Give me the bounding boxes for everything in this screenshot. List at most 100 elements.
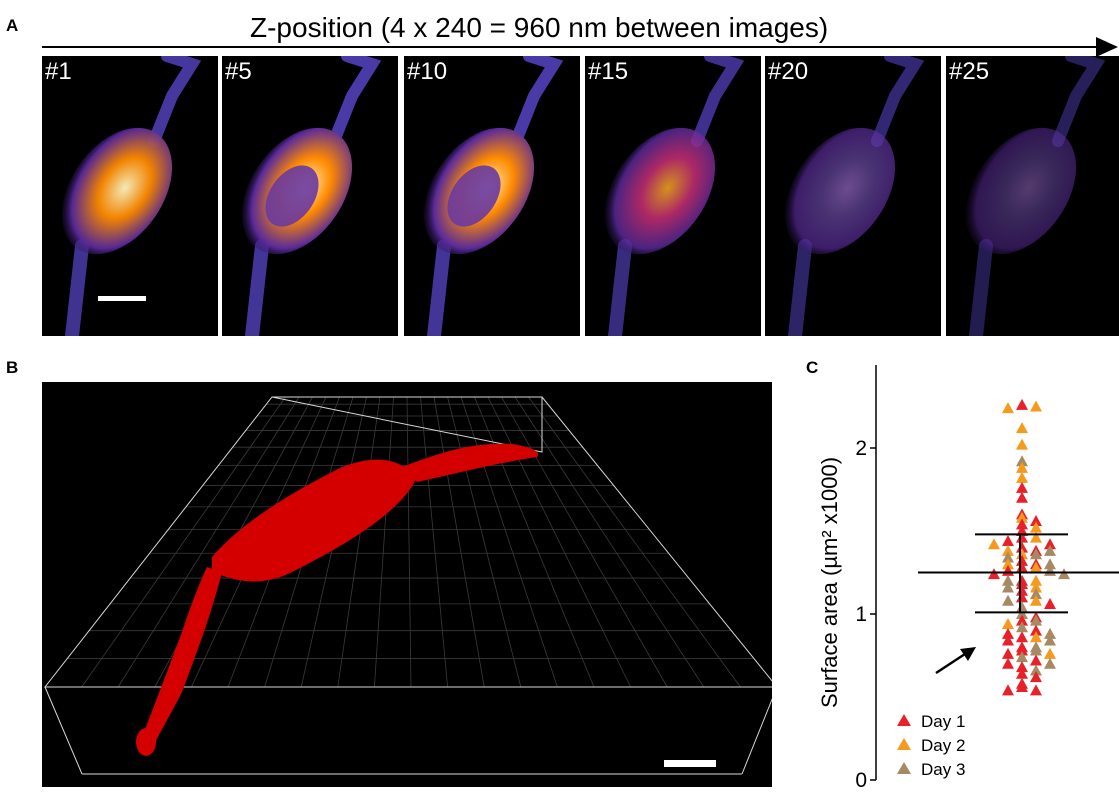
data-point (1002, 574, 1014, 586)
data-point (1030, 671, 1042, 683)
scale-bar (664, 760, 716, 767)
data-point (1002, 402, 1014, 414)
data-point (1016, 614, 1028, 626)
data-point (1002, 634, 1014, 646)
legend-marker (897, 738, 911, 750)
data-point (1002, 534, 1014, 546)
panel-c-chart: 0 1 2 Surface area (µm² x1000) Day 1 Day 2 Day… (800, 355, 1119, 792)
data-point (1044, 634, 1056, 646)
data-point (1030, 588, 1042, 600)
data-point (1030, 574, 1042, 586)
data-point (1002, 684, 1014, 696)
data-point (1016, 681, 1028, 693)
panel-c-letter: C (806, 358, 819, 377)
z-slice-image: #10 (404, 56, 580, 336)
z-slice-label: #5 (225, 58, 252, 85)
z-slice-label: #1 (45, 58, 72, 85)
data-point (1016, 621, 1028, 633)
data-point (1030, 531, 1042, 543)
data-point (1030, 561, 1042, 573)
data-point (1016, 518, 1028, 530)
z-slice-image: #15 (585, 56, 761, 336)
data-point (1016, 455, 1028, 467)
data-point (1030, 654, 1042, 666)
y-axis-label: Surface area (µm² x1000) (817, 457, 842, 708)
data-point (1016, 438, 1028, 450)
data-point (1030, 521, 1042, 533)
data-point (988, 538, 1000, 550)
data-point (1016, 608, 1028, 619)
data-point (1016, 644, 1028, 656)
arrow-annotation-icon (935, 647, 976, 675)
reconstructed-neuron (136, 443, 539, 756)
z-slice-label: #15 (588, 58, 629, 85)
floor-grid (67, 396, 754, 688)
data-point (1044, 647, 1056, 659)
panel-b-letter: B (6, 358, 19, 377)
data-point (1044, 657, 1056, 669)
data-point (1002, 558, 1014, 570)
data-point (1016, 481, 1028, 493)
neuron-fluorescence-shape (965, 56, 1106, 336)
z-slice-image: #1 (42, 56, 218, 336)
neuron-fluorescence-shape (61, 56, 202, 336)
data-point (1030, 581, 1042, 593)
data-point (988, 568, 1000, 580)
z-slice-image: #20 (765, 56, 941, 336)
data-point (1030, 400, 1042, 412)
data-point (1030, 644, 1042, 656)
legend-label: Day 2 (921, 736, 965, 755)
data-point (1002, 544, 1014, 556)
data-point (1002, 647, 1014, 659)
scale-bar (98, 296, 146, 301)
panel-b-svg (43, 396, 772, 775)
data-point (1044, 598, 1056, 610)
data-point (1016, 461, 1028, 473)
data-point (1030, 614, 1042, 626)
z-slice-label: #25 (949, 58, 990, 85)
y-tick-label: 0 (855, 769, 867, 787)
z-slice-image: #25 (946, 56, 1119, 336)
data-point (1016, 511, 1028, 523)
data-point (1030, 594, 1042, 606)
data-point (1016, 398, 1028, 410)
legend-label: Day 1 (921, 712, 965, 731)
legend-marker (897, 714, 911, 726)
legend-marker (897, 762, 911, 774)
z-axis-arrow-line (42, 46, 1104, 48)
data-point (1016, 651, 1028, 663)
data-point (1002, 627, 1014, 639)
data-point (1002, 657, 1014, 669)
data-point (1016, 471, 1028, 483)
neuron-fluorescence-shape (604, 56, 745, 336)
legend-label: Day 3 (921, 760, 965, 779)
data-point (1030, 624, 1042, 636)
panel-b-3d-render (42, 382, 772, 787)
data-point (1002, 617, 1014, 629)
data-point (1030, 548, 1042, 560)
data-point (1044, 558, 1056, 570)
data-point (1044, 627, 1056, 639)
neuron-fluorescence-shape (784, 56, 925, 336)
data-point (1030, 664, 1042, 676)
panel-c-svg: 0 1 2 Surface area (µm² x1000) Day 1 Day 2 Day… (817, 365, 1119, 792)
y-tick-label: 1 (855, 603, 867, 626)
y-tick-label: 2 (855, 437, 867, 460)
data-point (1016, 422, 1028, 434)
neuron-fluorescence-shape (241, 56, 382, 336)
data-point (1044, 538, 1056, 550)
data-point (1030, 515, 1042, 527)
bounding-box (43, 396, 772, 775)
data-point (1002, 551, 1014, 563)
z-position-title: Z-position (4 x 240 = 960 nm between ima… (250, 12, 829, 43)
data-point (1030, 684, 1042, 696)
z-slice-image: #5 (222, 56, 398, 336)
data-point (1016, 491, 1028, 503)
data-point (1030, 631, 1042, 643)
data-point (1016, 525, 1028, 536)
panel-a-letter: A (6, 16, 19, 35)
data-point (1016, 661, 1028, 673)
neuron-fluorescence-shape (423, 56, 564, 336)
data-point (1002, 581, 1014, 593)
data-point (1016, 667, 1028, 679)
